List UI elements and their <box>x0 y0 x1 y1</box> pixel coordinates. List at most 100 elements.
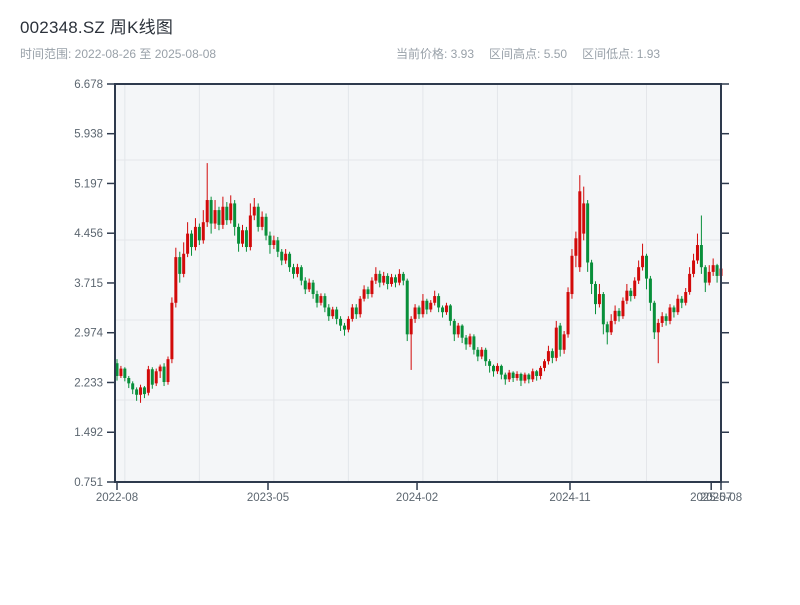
candle-body <box>711 265 715 272</box>
candle-body <box>327 307 331 317</box>
candle-body <box>295 267 299 274</box>
candle-body <box>550 351 554 358</box>
candle-body <box>225 206 229 221</box>
plot-background <box>115 84 721 482</box>
candle-body <box>131 383 135 390</box>
candle-body <box>699 245 703 268</box>
candle-body <box>393 277 397 283</box>
candle-body <box>660 316 664 323</box>
range-high-stat: 区间高点: 5.50 <box>489 47 568 61</box>
candle-body <box>139 387 143 395</box>
candle-body <box>421 300 425 315</box>
candle-body <box>284 253 288 261</box>
candle-body <box>648 278 652 303</box>
candle-body <box>601 294 605 325</box>
candle-body <box>280 251 284 261</box>
candle-body <box>492 365 496 372</box>
candle-body <box>480 349 484 357</box>
candle-body <box>201 222 205 241</box>
candle-body <box>464 337 468 345</box>
axis-layer: 6.678 5.938 5.197 4.456 3.715 2.974 2.233 1.492… <box>74 79 742 504</box>
candle-body <box>625 290 629 301</box>
candle-body <box>378 273 382 283</box>
candle-body <box>531 371 535 380</box>
candle-body <box>166 359 170 383</box>
candle-body <box>374 273 378 281</box>
y-tick-label: 1.492 <box>74 427 103 439</box>
candle-body <box>562 334 566 350</box>
candle-body <box>429 302 433 310</box>
candle-body <box>146 369 150 393</box>
candle-body <box>613 310 617 321</box>
candle-body <box>680 298 684 303</box>
candle-body <box>213 210 217 224</box>
candle-body <box>433 296 437 303</box>
candle-body <box>241 230 245 244</box>
plot-border <box>114 83 722 483</box>
y-tick-label: 6.678 <box>74 79 103 91</box>
candle-body <box>299 267 303 281</box>
candle-body <box>358 298 362 315</box>
candle-body <box>593 283 597 305</box>
candle-body <box>401 273 405 281</box>
candle-body <box>476 349 480 357</box>
candle-body <box>362 289 366 299</box>
candle-body <box>417 307 421 315</box>
candle-body <box>323 296 327 308</box>
candle-body <box>582 203 586 234</box>
candle-body <box>123 368 127 378</box>
candle-body <box>472 336 476 350</box>
candle-body <box>578 191 582 268</box>
x-tick-label: 2022-08 <box>96 492 138 504</box>
candle-body <box>205 200 209 223</box>
candle-body <box>507 372 511 380</box>
candle-body <box>499 365 503 375</box>
candle-body <box>543 361 547 368</box>
candle-body <box>354 307 358 315</box>
candle-body <box>409 318 413 335</box>
candle-body <box>370 280 374 295</box>
candle-body <box>307 282 311 290</box>
candle-body <box>315 294 319 303</box>
candle-body <box>248 215 252 248</box>
candle-body <box>319 296 323 303</box>
candle-body <box>554 327 558 358</box>
y-tick-label: 5.938 <box>74 129 103 141</box>
candle-body <box>335 309 339 319</box>
candle-body <box>244 230 248 248</box>
candle-body <box>217 210 221 225</box>
candle-body <box>527 374 531 380</box>
candle-body <box>437 296 441 308</box>
candle-body <box>644 255 648 279</box>
candle-body <box>260 216 264 227</box>
candle-body <box>268 235 272 246</box>
candle-body <box>621 300 625 317</box>
candle-body <box>570 255 574 295</box>
candle-body <box>641 255 645 268</box>
candle-body <box>523 374 527 381</box>
y-tick-label: 2.233 <box>74 377 103 389</box>
y-tick-label: 4.456 <box>74 228 103 240</box>
candle-body <box>484 349 488 362</box>
candle-body <box>425 300 429 310</box>
candle-body <box>617 310 621 317</box>
candle-body <box>142 387 146 395</box>
x-tick-label: 2025-08 <box>700 492 742 504</box>
candle-body <box>170 302 174 360</box>
candle-body <box>190 233 194 248</box>
x-tick-label: 2024-11 <box>549 492 590 504</box>
candle-body <box>397 273 401 283</box>
candle-body <box>503 374 507 380</box>
candle-body <box>668 307 672 321</box>
candle-body <box>291 267 295 274</box>
candle-body <box>703 267 707 283</box>
candle-body <box>535 371 539 376</box>
candle-body <box>331 309 335 317</box>
candle-body <box>546 351 550 362</box>
candle-body <box>539 367 543 376</box>
candle-body <box>342 325 346 330</box>
candle-body <box>511 372 515 378</box>
candle-body <box>390 277 394 284</box>
candles-layer <box>115 163 723 403</box>
x-tick-label: 2024-02 <box>396 492 438 504</box>
